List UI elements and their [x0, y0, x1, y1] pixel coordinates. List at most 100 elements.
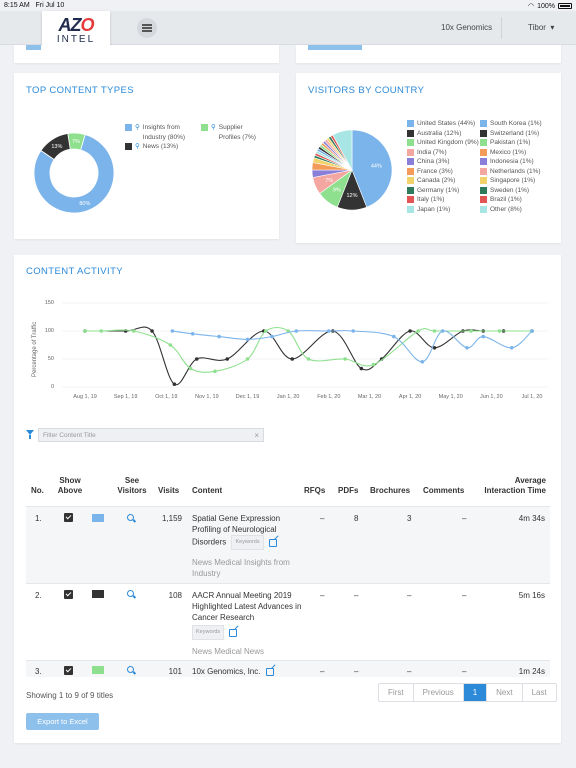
filter-icon[interactable] [26, 430, 34, 439]
col-visits[interactable]: Visits [158, 486, 180, 495]
company-name[interactable]: 10x Genomics [441, 23, 493, 32]
filter-content-title-input[interactable]: Filter Content Title × [38, 428, 264, 442]
prev-card-button[interactable] [26, 45, 41, 50]
chart-point[interactable] [294, 329, 299, 333]
content-title-link[interactable]: 10x Genomics, Inc. [192, 667, 261, 676]
chart-point[interactable] [190, 332, 195, 336]
chart-point[interactable] [99, 329, 104, 333]
chart-point[interactable] [150, 329, 154, 333]
chart-point[interactable] [172, 382, 177, 386]
chart-point[interactable] [83, 329, 87, 333]
top-content-types-card: TOP CONTENT TYPES 7% 80% 13% ⚲ Insights fr… [14, 73, 279, 239]
clear-filter-icon[interactable]: × [254, 431, 259, 440]
col-show-above[interactable]: Show Above [57, 476, 83, 495]
content-source: News Medical News [192, 647, 265, 656]
chart-point[interactable] [168, 343, 173, 347]
col-brochures[interactable]: Brochures [370, 486, 411, 495]
chart-point[interactable] [371, 362, 376, 367]
see-visitors-search-icon[interactable] [127, 590, 134, 597]
donut-slice[interactable] [40, 133, 71, 161]
chart-point[interactable] [530, 329, 534, 333]
nav-divider [501, 17, 502, 39]
legend-label: United States (44%) [417, 120, 476, 127]
chart-point[interactable] [432, 329, 437, 333]
search-icon: ⚲ [135, 124, 140, 131]
chart-point[interactable] [440, 329, 445, 333]
chart-point[interactable] [481, 334, 486, 339]
chart-point[interactable] [245, 337, 250, 342]
external-link-icon[interactable] [229, 628, 238, 637]
legend-swatch [480, 158, 487, 165]
chart-point[interactable] [351, 329, 356, 333]
show-above-checkbox[interactable] [64, 590, 73, 599]
comments-value: – [462, 667, 467, 676]
chart-point[interactable] [225, 357, 230, 361]
chart-point[interactable] [392, 334, 396, 339]
show-above-checkbox[interactable] [64, 666, 73, 675]
country-legend-item: United States (44%) [407, 119, 482, 129]
azo-intel-logo[interactable]: AZO INTEL [42, 11, 110, 51]
pie-slice[interactable] [332, 129, 353, 171]
col-avg-interaction-time[interactable]: Average Interaction Time [484, 476, 546, 495]
keywords-badge[interactable]: Keywords [231, 535, 264, 550]
content-cell: 10x Genomics, Inc. [192, 666, 302, 677]
legend-label: Pakistan (1%) [490, 139, 531, 146]
pager-last[interactable]: Last [531, 688, 547, 697]
chart-point[interactable] [420, 360, 425, 364]
pager-previous[interactable]: Previous [414, 684, 464, 701]
chart-point[interactable] [465, 346, 469, 350]
row-divider [26, 660, 550, 661]
col-see-visitors[interactable]: See Visitors [117, 476, 147, 495]
export-to-excel-button[interactable]: Export to Excel [26, 713, 99, 730]
chart-point[interactable] [497, 329, 502, 333]
pager-page-1[interactable]: 1 [463, 684, 488, 701]
search-icon: ⚲ [135, 143, 140, 150]
chart-point[interactable] [327, 329, 331, 333]
country-legend-item: Italy (1%) [407, 195, 482, 205]
hamburger-icon[interactable] [137, 18, 157, 38]
content-title-link[interactable]: AACR Annual Meeting 2019 Highlighted Lat… [192, 591, 302, 622]
col-content[interactable]: Content [192, 486, 223, 495]
col-no[interactable]: No. [31, 486, 44, 495]
brochures-value: 3 [407, 514, 412, 523]
chart-point[interactable] [306, 357, 311, 361]
col-rfqs[interactable]: RFQs [304, 486, 326, 495]
pie-slice-label: 12% [346, 193, 357, 199]
chart-point[interactable] [131, 329, 136, 333]
row-number: 1. [35, 514, 42, 523]
chart-point[interactable] [213, 369, 217, 374]
see-visitors-search-icon[interactable] [127, 666, 134, 673]
chart-point[interactable] [245, 357, 250, 361]
chart-point[interactable] [509, 346, 514, 350]
rfqs-value: – [320, 514, 325, 523]
see-visitors-search-icon[interactable] [127, 514, 134, 521]
chart-point[interactable] [270, 334, 274, 339]
prev-card-button-right[interactable] [308, 45, 362, 50]
chart-point[interactable] [170, 329, 175, 333]
chart-point[interactable] [194, 357, 199, 361]
chart-point[interactable] [359, 366, 364, 371]
external-link-icon[interactable] [268, 538, 277, 547]
donut-slice[interactable] [33, 134, 115, 214]
chart-point[interactable] [290, 357, 295, 361]
table-row [26, 584, 550, 660]
external-link-icon[interactable] [265, 667, 274, 676]
chart-point[interactable] [188, 366, 193, 371]
show-above-checkbox[interactable] [64, 513, 73, 522]
chart-point[interactable] [264, 329, 268, 333]
pager-first[interactable]: First [379, 684, 414, 701]
chart-point[interactable] [416, 329, 421, 333]
avg-time-value: 4m 34s [518, 514, 545, 523]
col-pdfs[interactable]: PDFs [338, 486, 359, 495]
chart-point[interactable] [343, 357, 347, 361]
user-menu[interactable]: Tibor ▾ [528, 23, 555, 32]
col-comments[interactable]: Comments [423, 486, 465, 495]
pager-next[interactable]: Next [487, 684, 523, 701]
chart-point[interactable] [432, 346, 437, 350]
chart-point[interactable] [217, 334, 221, 339]
chart-point[interactable] [408, 329, 412, 333]
content-title-link[interactable]: Spatial Gene Expression Profiling of Neu… [192, 514, 281, 547]
keywords-badge[interactable]: Keywords [192, 625, 225, 640]
pie-slice[interactable] [351, 129, 393, 208]
chart-point[interactable] [469, 329, 473, 333]
